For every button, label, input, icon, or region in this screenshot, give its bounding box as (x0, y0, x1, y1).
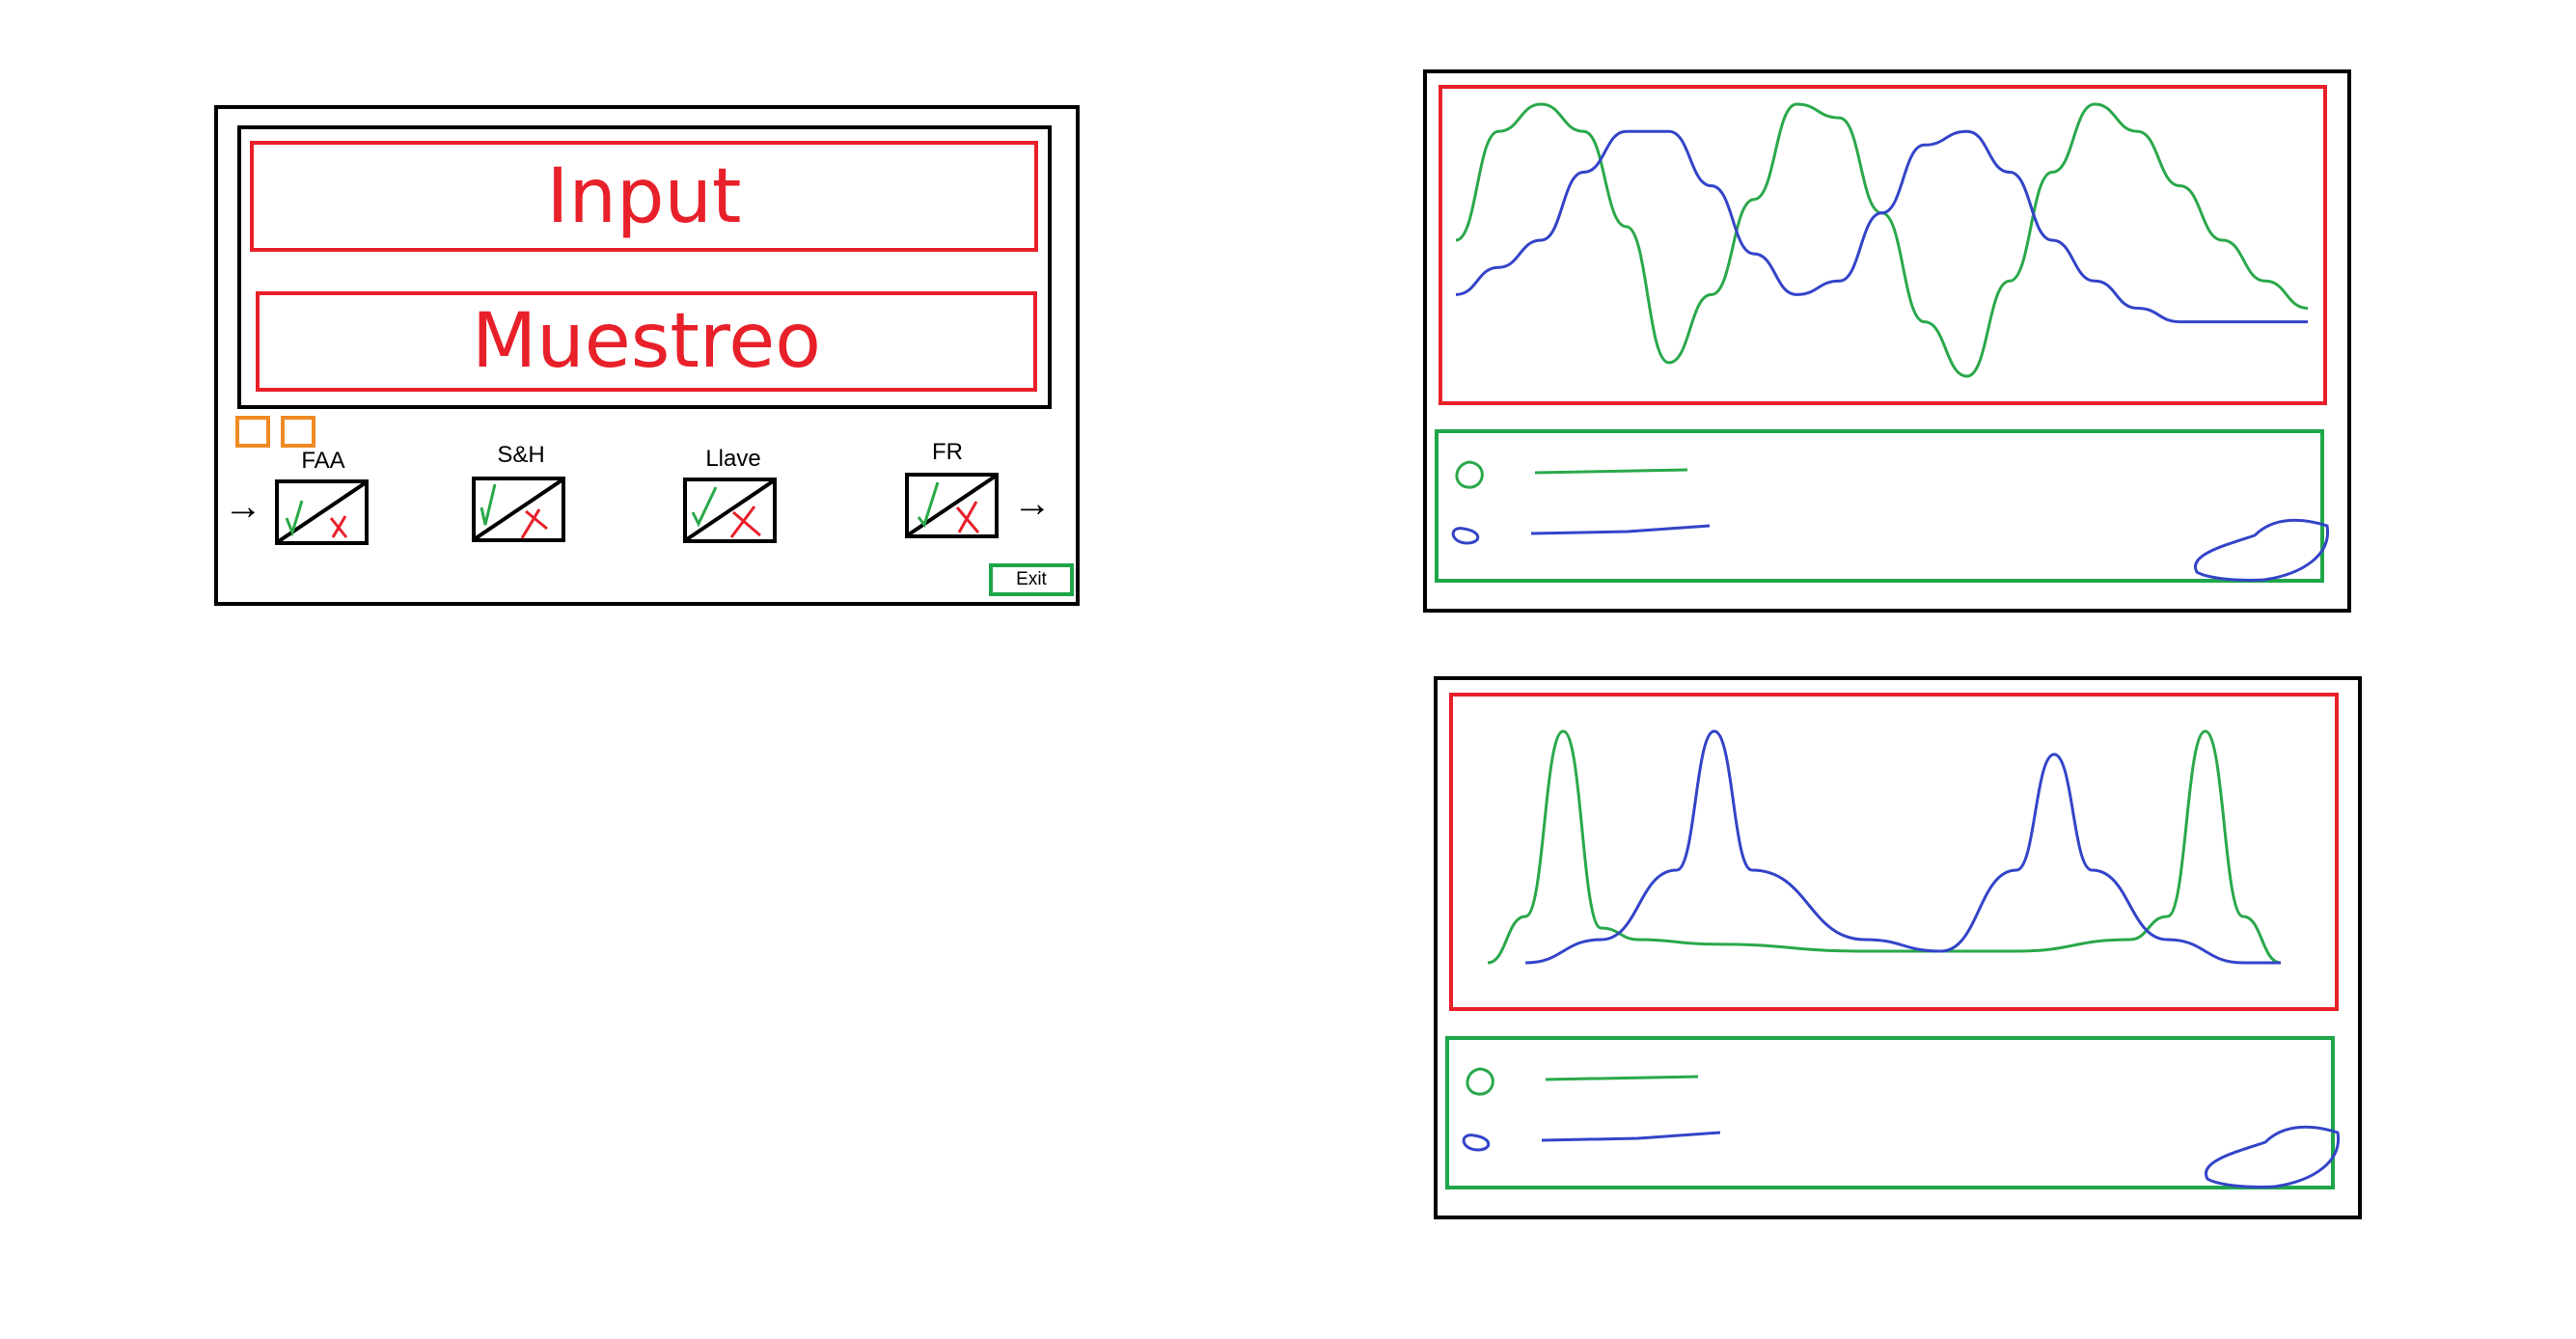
cross-icon (955, 501, 980, 533)
plot-area-spectrum (1449, 693, 2339, 1011)
signal-panel (237, 125, 1052, 409)
legend-marker-blue-icon (1462, 1134, 1491, 1152)
legend-marker-green-icon (1455, 460, 1484, 489)
input-arrow-icon: → (224, 485, 262, 528)
chart-window-time (1423, 69, 2351, 613)
stage-label-sh: S&H (497, 442, 545, 468)
stage-toggle-faa[interactable] (275, 479, 369, 545)
legend-spectrum (1462, 1067, 2341, 1189)
scribble-icon (2193, 518, 2330, 582)
time-plot (1455, 102, 2309, 378)
series-line-blue (1455, 129, 2308, 324)
cross-icon (329, 515, 348, 538)
legend-line-blue (1530, 524, 1711, 535)
output-arrow-icon: → (1013, 482, 1052, 525)
legend-box-time (1435, 429, 2324, 583)
stage-toggle-fr[interactable] (905, 473, 999, 538)
check-icon (917, 481, 940, 529)
check-icon (480, 483, 497, 526)
cross-icon (520, 508, 548, 539)
cross-icon (729, 506, 761, 538)
muestreo-button[interactable]: Muestreo (256, 291, 1037, 392)
chart-window-spectrum (1434, 676, 2362, 1219)
series-line-green (1487, 729, 2282, 965)
stage-toggle-sh[interactable] (472, 477, 565, 542)
legend-line-blue (1541, 1131, 1721, 1142)
plot-area-time (1439, 85, 2327, 405)
legend-time (1451, 460, 2330, 582)
legend-marker-green-icon (1466, 1067, 1494, 1096)
main-window (214, 105, 1080, 606)
spectrum-plot (1487, 729, 2282, 965)
legend-line-green (1534, 468, 1688, 475)
legend-box-spectrum (1445, 1036, 2335, 1189)
legend-line-green (1545, 1075, 1699, 1081)
legend-marker-blue-icon (1451, 527, 1480, 545)
exit-button[interactable]: Exit (989, 563, 1074, 596)
stage-label-llave: Llave (705, 446, 761, 472)
orange-toggle-1[interactable] (235, 416, 270, 448)
check-icon (691, 486, 718, 528)
stage-toggle-llave[interactable] (683, 478, 777, 543)
check-icon (285, 500, 304, 537)
stage-label-faa: FAA (301, 448, 345, 474)
scribble-icon (2204, 1125, 2341, 1189)
input-button[interactable]: Input (250, 141, 1038, 252)
series-line-blue (1525, 729, 2281, 965)
stage-label-fr: FR (932, 439, 963, 465)
orange-toggle-2[interactable] (281, 416, 315, 448)
series-line-green (1455, 102, 2309, 378)
